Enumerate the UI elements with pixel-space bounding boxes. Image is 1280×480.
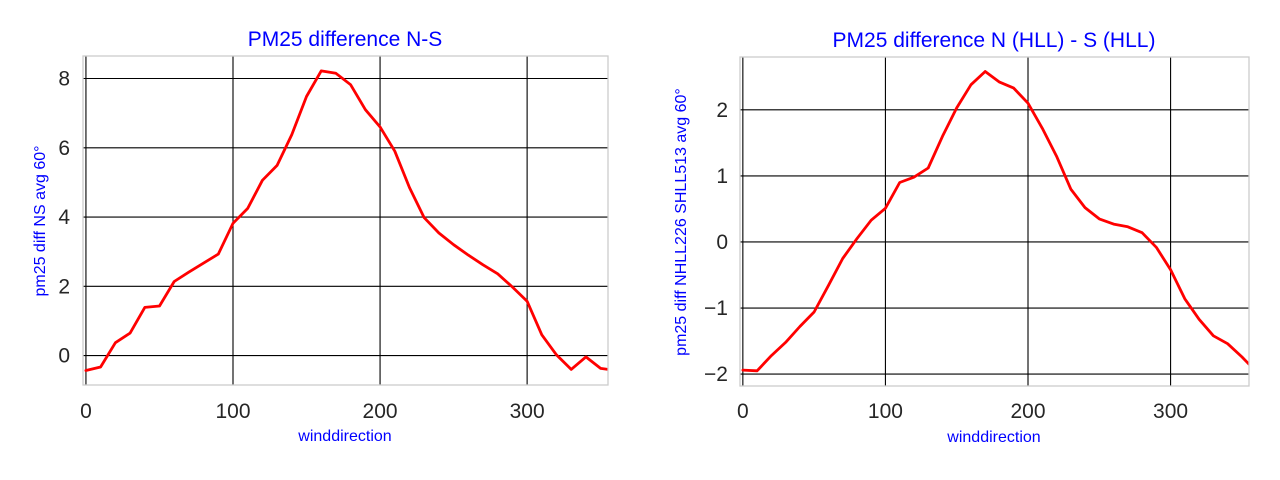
series-line <box>84 69 608 372</box>
chart-title: PM25 difference N (HLL) - S (HLL) <box>833 29 1156 52</box>
x-tick-label: 100 <box>868 400 903 423</box>
y-tick-label: 6 <box>58 137 70 160</box>
y-tick-label: 4 <box>58 206 70 229</box>
x-axis-label: winddirection <box>946 429 1040 446</box>
x-tick-label: 200 <box>1010 400 1045 423</box>
y-axis-label: pm25 diff NHLL226 SHLL513 avg 60° <box>673 88 690 356</box>
x-tick-label: 200 <box>363 400 398 423</box>
x-tick-label: 0 <box>80 400 92 423</box>
series-line <box>741 70 1249 373</box>
y-axis-label: pm25 diff NS avg 60° <box>32 145 49 296</box>
y-tick-label: 1 <box>716 165 728 188</box>
chart-panel-right: PM25 difference N (HLL) - S (HLL) winddi… <box>673 29 1250 446</box>
x-tick-label: 100 <box>215 400 250 423</box>
y-tick-label: −2 <box>704 363 728 386</box>
grid <box>740 57 1249 386</box>
y-tick-label: −1 <box>704 297 728 320</box>
y-tick-label: 0 <box>716 231 728 254</box>
y-tick-label: 2 <box>716 99 728 122</box>
plot-frame <box>739 56 1250 387</box>
grid <box>83 56 608 385</box>
chart-panel-left: PM25 difference N-S winddirection pm25 d… <box>32 28 609 445</box>
y-tick-label: 8 <box>58 68 70 91</box>
y-tick-label: 2 <box>58 275 70 298</box>
x-tick-label: 0 <box>737 400 749 423</box>
x-tick-label: 300 <box>510 400 545 423</box>
x-tick-label: 300 <box>1153 400 1188 423</box>
x-axis-label: winddirection <box>297 428 391 445</box>
plot-frame <box>82 55 609 386</box>
chart-title: PM25 difference N-S <box>248 28 443 51</box>
y-tick-label: 0 <box>58 345 70 368</box>
